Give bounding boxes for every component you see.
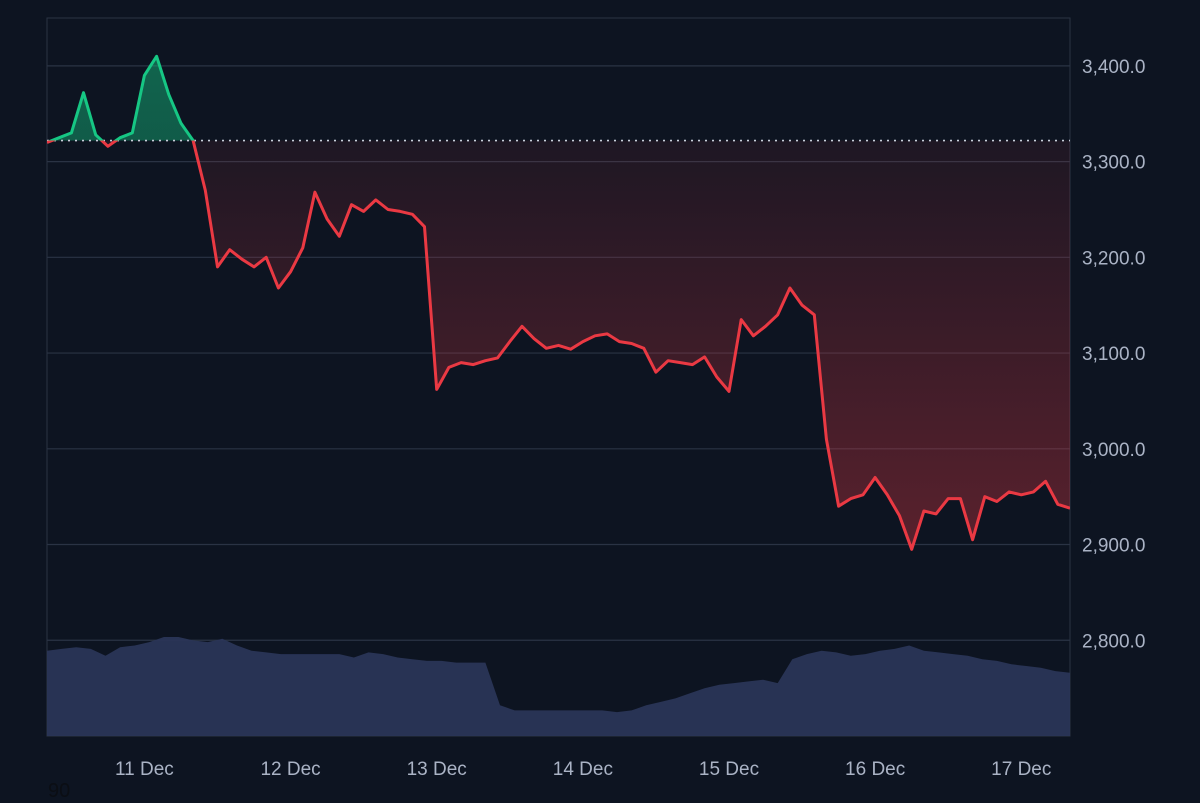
y-tick-label: 3,000.0: [1082, 440, 1145, 461]
x-tick-label: 17 Dec: [991, 759, 1051, 780]
y-tick-label: 3,400.0: [1082, 57, 1145, 78]
x-tick-label: 15 Dec: [699, 759, 759, 780]
price-line-below: [47, 140, 1070, 551]
y-tick-label: 2,900.0: [1082, 536, 1145, 557]
y-axis-ticks: 2,800.0 2,900.0 3,000.0 3,100.0 3,200.0 3,300…: [1082, 57, 1145, 652]
y-tick-label: 2,800.0: [1082, 631, 1145, 652]
x-tick-label: 14 Dec: [553, 759, 613, 780]
area-fills: [47, 56, 1070, 550]
fill-below-baseline: [47, 140, 1070, 550]
y-tick-label: 3,200.0: [1082, 248, 1145, 269]
corner-label: 90: [48, 780, 71, 802]
x-tick-label: 13 Dec: [407, 759, 467, 780]
x-tick-label: 16 Dec: [845, 759, 905, 780]
x-tick-label: 12 Dec: [260, 759, 320, 780]
x-axis-ticks: 11 Dec 12 Dec 13 Dec 14 Dec 15 Dec 16 Dec 17 D…: [115, 759, 1051, 780]
y-tick-label: 3,100.0: [1082, 344, 1145, 365]
volume-bars: [47, 637, 1070, 736]
x-tick-label: 11 Dec: [115, 759, 174, 780]
volume-area: [47, 637, 1070, 736]
price-lines: [47, 54, 1070, 551]
y-tick-label: 3,300.0: [1082, 153, 1145, 174]
fill-above-baseline: [47, 56, 1070, 141]
